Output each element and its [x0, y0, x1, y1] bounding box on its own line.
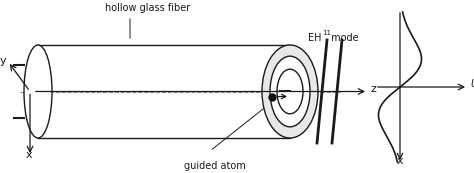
Ellipse shape — [277, 69, 303, 114]
Text: z: z — [371, 84, 377, 93]
Text: mode: mode — [328, 33, 359, 43]
Text: x: x — [26, 150, 32, 160]
Text: hollow glass fiber: hollow glass fiber — [105, 3, 191, 13]
Text: x: x — [397, 156, 403, 166]
Ellipse shape — [262, 45, 318, 138]
Text: guided atom: guided atom — [184, 161, 246, 171]
Ellipse shape — [24, 45, 52, 138]
Text: EH: EH — [308, 33, 321, 43]
Ellipse shape — [270, 56, 310, 127]
Text: U(x): U(x) — [470, 79, 474, 89]
Text: y: y — [0, 56, 6, 66]
Text: a: a — [283, 75, 289, 85]
Text: 11: 11 — [322, 30, 331, 36]
